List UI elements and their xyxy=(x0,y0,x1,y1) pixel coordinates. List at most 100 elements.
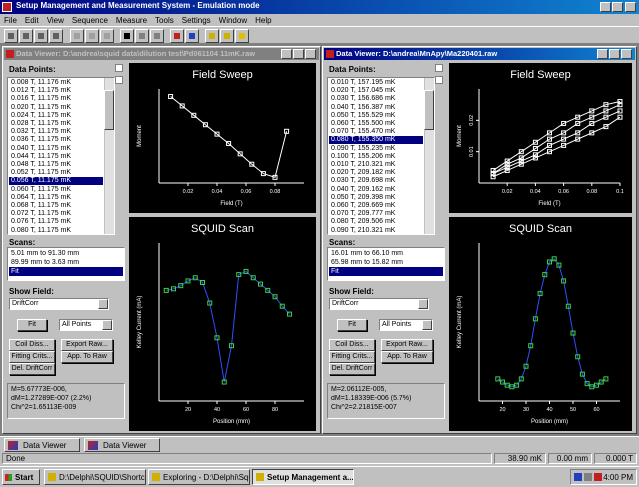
minimize-button[interactable] xyxy=(600,2,611,12)
close-button[interactable] xyxy=(625,2,636,12)
points-dropdown[interactable]: All Points xyxy=(59,319,113,331)
list-item[interactable]: 0.080 T, 209.506 mK xyxy=(331,218,396,226)
show-field-dropdown[interactable]: DriftCorr xyxy=(329,298,429,310)
menu-item[interactable]: Window xyxy=(218,15,248,25)
list-item[interactable]: 0.060 T, 11.175 mK xyxy=(11,185,72,193)
crits-button[interactable]: Fitting Crits... xyxy=(9,351,55,363)
toolbar-button[interactable] xyxy=(205,29,219,43)
menu-item[interactable]: Measure xyxy=(115,15,148,25)
list-item[interactable]: 0.072 T, 11.175 mK xyxy=(11,210,72,218)
toolbar-button[interactable] xyxy=(120,29,134,43)
list-item[interactable]: Fit xyxy=(9,267,123,276)
toolbar-button[interactable] xyxy=(185,29,199,43)
list-item[interactable]: 0.056 T, 11.175 mK xyxy=(9,177,103,186)
toolbar-button[interactable] xyxy=(4,29,18,43)
checkbox[interactable] xyxy=(435,64,443,72)
list-item[interactable]: 0.044 T, 11.175 mK xyxy=(11,152,72,160)
list-item[interactable]: 0.030 T, 156.686 mK xyxy=(331,95,396,103)
list-item[interactable]: 0.036 T, 11.175 mK xyxy=(11,136,72,144)
scans-list[interactable]: 16.01 mm to 66.10 mm 65.98 mm to 15.82 mm… xyxy=(327,247,445,281)
menu-item[interactable]: Tools xyxy=(155,15,174,25)
apply-button[interactable]: App. To Raw xyxy=(381,351,433,363)
scroll-thumb[interactable] xyxy=(104,90,114,130)
list-item[interactable]: 0.068 T, 11.175 mK xyxy=(11,202,72,209)
menu-item[interactable]: Edit xyxy=(24,15,39,25)
list-item[interactable]: 0.090 T, 210.321 mK xyxy=(331,226,396,234)
data-points-list[interactable]: 0.010 T, 157.195 mK 0.020 T, 157.045 mK 0.… xyxy=(327,77,435,235)
list-item[interactable]: 0.020 T, 157.045 mK xyxy=(331,87,396,95)
list-item[interactable]: 0.100 T, 155.206 mK xyxy=(331,152,396,160)
list-item[interactable]: 0.016 T, 11.175 mK xyxy=(11,95,72,103)
list-item[interactable]: 0.050 T, 155.529 mK xyxy=(331,111,396,119)
close-button[interactable] xyxy=(305,49,316,59)
taskbar-item[interactable]: D:\Delphi\SQUID\Shortcuts xyxy=(44,469,146,485)
toolbar-button[interactable] xyxy=(49,29,63,43)
toolbar-button[interactable] xyxy=(34,29,48,43)
toolbar-button[interactable] xyxy=(70,29,84,43)
menu-item[interactable]: Sequence xyxy=(71,15,108,25)
list-item[interactable]: 0.020 T, 11.175 mK xyxy=(11,103,72,111)
scrollbar[interactable] xyxy=(424,78,434,234)
start-button[interactable]: Start xyxy=(2,469,40,485)
list-item[interactable]: 0.040 T, 209.162 mK xyxy=(331,185,396,193)
toolbar-button[interactable] xyxy=(135,29,149,43)
list-item[interactable]: 0.090 T, 155.235 mK xyxy=(331,144,396,152)
list-item[interactable]: 0.028 T, 11.175 mK xyxy=(11,120,72,127)
scroll-thumb[interactable] xyxy=(424,90,434,130)
list-item[interactable]: 0.050 T, 209.398 mK xyxy=(331,193,396,201)
minimize-button[interactable] xyxy=(597,49,608,59)
toolbar-button[interactable] xyxy=(85,29,99,43)
list-item[interactable]: 0.064 T, 11.175 mK xyxy=(11,193,72,201)
maximize-button[interactable] xyxy=(293,49,304,59)
toolbar-button[interactable] xyxy=(100,29,114,43)
list-item[interactable]: 0.010 T, 157.195 mK xyxy=(331,79,396,86)
list-item[interactable]: 0.076 T, 11.175 mK xyxy=(11,218,72,226)
toolbar-button[interactable] xyxy=(170,29,184,43)
list-item[interactable]: 0.040 T, 11.175 mK xyxy=(11,144,72,152)
list-item[interactable]: 0.024 T, 11.175 mK xyxy=(11,111,72,119)
delete-button[interactable]: Del. DriftCorr xyxy=(329,363,375,375)
scrollbar[interactable] xyxy=(104,78,114,234)
list-item[interactable]: 0.052 T, 11.175 mK xyxy=(11,169,72,177)
taskbar-item[interactable]: Exploring - D:\Delphi\Squi... xyxy=(148,469,250,485)
list-item[interactable]: 0.048 T, 11.175 mK xyxy=(11,161,72,168)
minimize-button[interactable] xyxy=(281,49,292,59)
list-item[interactable]: 0.070 T, 155.470 mK xyxy=(331,128,396,136)
delete-button[interactable]: Del. DriftCorr xyxy=(9,363,55,375)
menu-item[interactable]: File xyxy=(4,15,17,25)
list-item[interactable]: 0.010 T, 210.321 mK xyxy=(331,161,396,168)
window-tab[interactable]: Data Viewer xyxy=(84,438,160,452)
menu-item[interactable]: Settings xyxy=(181,15,211,25)
list-item[interactable]: Fit xyxy=(329,267,443,276)
list-item[interactable]: 0.012 T, 11.175 mK xyxy=(11,87,72,95)
menu-item[interactable]: View xyxy=(46,15,64,25)
toolbar-button[interactable] xyxy=(150,29,164,43)
toolbar-button[interactable] xyxy=(220,29,234,43)
fit-button[interactable]: Fit xyxy=(17,319,47,331)
list-item[interactable]: 65.98 mm to 15.82 mm xyxy=(331,259,403,266)
coil-button[interactable]: Coil Diss... xyxy=(329,339,375,351)
list-item[interactable]: 0.080 T, 11.175 mK xyxy=(11,226,72,234)
crits-button[interactable]: Fitting Crits... xyxy=(329,351,375,363)
toolbar-button[interactable] xyxy=(19,29,33,43)
close-button[interactable] xyxy=(621,49,632,59)
taskbar-item[interactable]: Setup Management a... xyxy=(252,469,354,485)
list-item[interactable]: 0.060 T, 209.669 mK xyxy=(331,202,396,209)
export-button[interactable]: Export Raw... xyxy=(381,339,433,351)
show-field-dropdown[interactable]: DriftCorr xyxy=(9,298,109,310)
list-item[interactable]: 0.020 T, 209.182 mK xyxy=(331,169,396,177)
points-dropdown[interactable]: All Points xyxy=(379,319,433,331)
fit-button[interactable]: Fit xyxy=(337,319,367,331)
list-item[interactable]: 0.040 T, 156.387 mK xyxy=(331,103,396,111)
checkbox[interactable] xyxy=(115,64,123,72)
coil-button[interactable]: Coil Diss... xyxy=(9,339,55,351)
window-tab[interactable]: Data Viewer xyxy=(4,438,80,452)
list-item[interactable]: 0.080 T, 155.350 mK xyxy=(329,136,423,145)
maximize-button[interactable] xyxy=(609,49,620,59)
list-item[interactable]: 0.070 T, 209.777 mK xyxy=(331,210,396,218)
menu-item[interactable]: Help xyxy=(255,15,272,25)
checkbox[interactable] xyxy=(115,76,123,84)
toolbar-button[interactable] xyxy=(235,29,249,43)
list-item[interactable]: 0.008 T, 11.176 mK xyxy=(11,79,72,86)
export-button[interactable]: Export Raw... xyxy=(61,339,113,351)
